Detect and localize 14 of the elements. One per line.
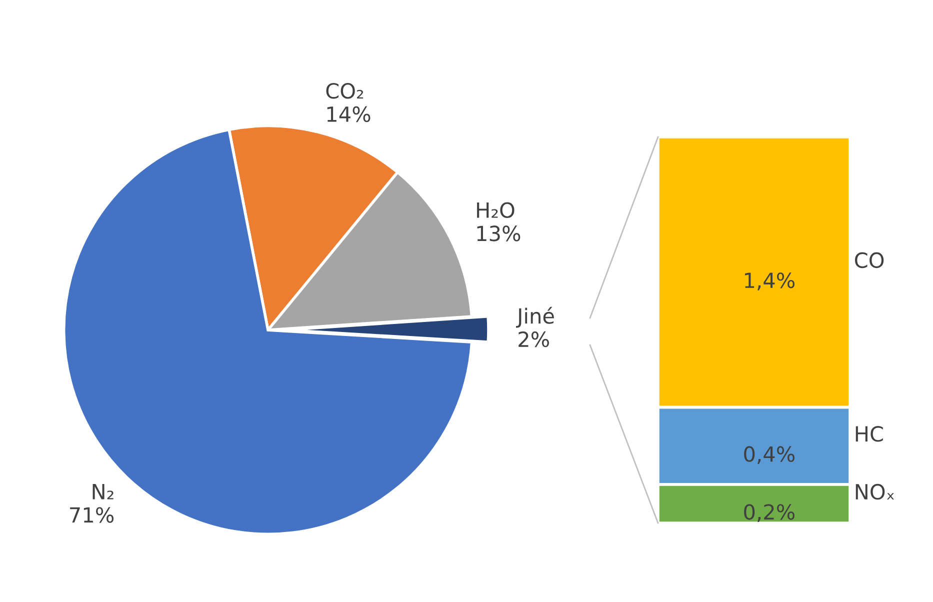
series-label: CO bbox=[855, 252, 884, 268]
data-label: 71% bbox=[70, 507, 114, 523]
slice-label: N₂ bbox=[92, 484, 114, 500]
series-label: NOₓ bbox=[856, 484, 894, 500]
data-label: 1,4% bbox=[745, 272, 795, 290]
slice-label: Jiné bbox=[516, 306, 554, 328]
data-label: 0,2% bbox=[744, 504, 795, 522]
data-label: 2% bbox=[518, 331, 549, 348]
series-label: HC bbox=[856, 426, 883, 442]
data-label: 14% bbox=[327, 106, 370, 122]
slice-label: CO₂ bbox=[326, 82, 364, 99]
data-label: 13% bbox=[477, 226, 520, 242]
slice-label: H₂O bbox=[477, 202, 514, 218]
data-label: 0,4% bbox=[744, 446, 795, 464]
